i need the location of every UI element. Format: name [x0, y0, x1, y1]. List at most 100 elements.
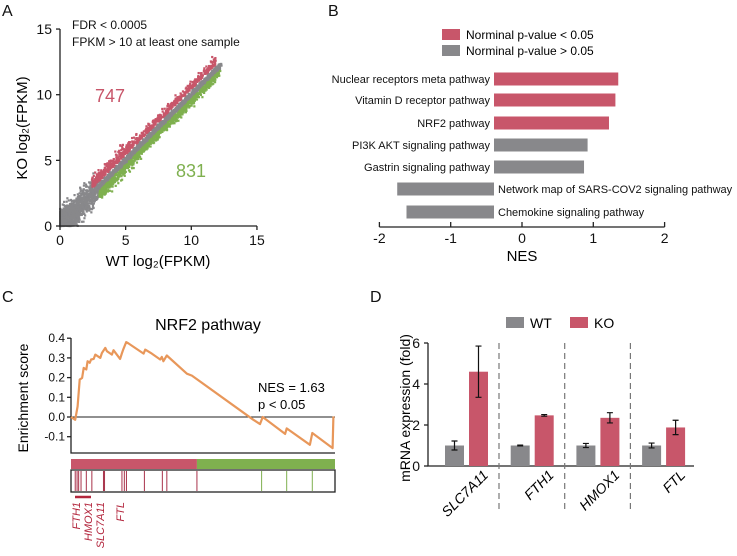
point-ns [97, 194, 100, 197]
point-ns [82, 184, 86, 187]
point-up [97, 179, 100, 182]
point-up [173, 100, 176, 103]
point-ns [73, 208, 77, 211]
point-down [141, 150, 144, 153]
x-axis-label: NES [507, 248, 538, 265]
point-ns [160, 125, 163, 128]
point-ns [81, 211, 84, 214]
point-down [128, 170, 132, 173]
point-up [98, 172, 101, 175]
point-down [124, 170, 127, 173]
point-ns [140, 143, 143, 146]
point-ns [121, 158, 124, 161]
point-ns [76, 193, 79, 196]
point-up [92, 181, 96, 184]
point-ns [75, 208, 78, 211]
point-down [178, 112, 181, 115]
y-tick-label: 4 [412, 376, 420, 392]
x-tick-label: 0 [56, 232, 64, 248]
point-ns [145, 141, 148, 145]
point-ns [63, 200, 66, 203]
point-down [183, 109, 187, 112]
point-down [187, 104, 190, 107]
point-ns [82, 190, 85, 193]
point-ns [126, 156, 129, 159]
point-ns [142, 142, 145, 145]
point-down [125, 166, 128, 170]
point-ns [72, 207, 75, 210]
point-down [194, 94, 198, 97]
point-ns [76, 206, 80, 209]
point-down [181, 111, 184, 114]
x-tick-label: -1 [444, 230, 457, 246]
point-ns [81, 203, 84, 206]
point-down [164, 128, 167, 131]
point-down [204, 83, 207, 87]
point-ns [102, 176, 105, 180]
point-ns [120, 165, 124, 168]
point-ns [118, 162, 121, 165]
point-up [117, 150, 120, 154]
point-ns [96, 189, 99, 192]
point-down [215, 76, 219, 79]
point-up [142, 130, 146, 133]
point-down [193, 95, 196, 98]
point-down [185, 106, 188, 110]
point-ns [71, 219, 74, 222]
point-down [130, 158, 133, 162]
point-down [114, 184, 117, 187]
point-ns [74, 210, 77, 213]
point-up [120, 148, 123, 152]
point-ns [88, 199, 91, 202]
point-up [91, 181, 94, 185]
point-up [95, 174, 99, 177]
pathway-label: Vitamin D receptor pathway [355, 95, 490, 107]
point-ns [98, 185, 101, 189]
point-up [205, 65, 208, 68]
point-ns [87, 196, 90, 199]
point-down [100, 190, 103, 193]
point-up [160, 114, 163, 117]
point-ns [165, 114, 169, 117]
point-down [128, 165, 131, 169]
point-up [189, 86, 192, 89]
point-ns [200, 82, 204, 85]
point-down [132, 161, 135, 164]
point-down [111, 190, 114, 193]
point-ns [72, 212, 75, 215]
point-ns [70, 200, 73, 203]
point-down [180, 116, 183, 119]
point-down [198, 92, 202, 96]
point-up [186, 88, 189, 91]
point-ns [69, 218, 72, 221]
point-up [183, 94, 187, 97]
point-up [158, 115, 161, 118]
point-up [141, 133, 145, 136]
point-ns [75, 219, 79, 222]
gene-label: FTH1 [71, 502, 83, 530]
point-ns [91, 187, 94, 191]
point-ns [188, 94, 191, 97]
point-ns [89, 207, 92, 211]
point-down [176, 116, 180, 119]
point-up [146, 130, 149, 133]
pathway-label: Network map of SARS-COV2 signaling pathw… [498, 184, 733, 196]
point-ns [65, 220, 68, 224]
point-ns [170, 110, 173, 113]
point-ns [69, 207, 72, 210]
point-up [145, 125, 148, 128]
point-down [101, 192, 105, 195]
point-ns [60, 211, 63, 215]
point-ns [63, 220, 67, 223]
point-ns [94, 198, 97, 201]
point-ns [140, 141, 143, 144]
point-up [109, 166, 112, 169]
point-down [168, 125, 171, 128]
point-ns [68, 222, 71, 226]
error-bar [606, 412, 613, 424]
point-ns [72, 208, 75, 212]
point-ns [65, 217, 68, 220]
point-ns [71, 214, 74, 217]
point-up [207, 68, 210, 71]
